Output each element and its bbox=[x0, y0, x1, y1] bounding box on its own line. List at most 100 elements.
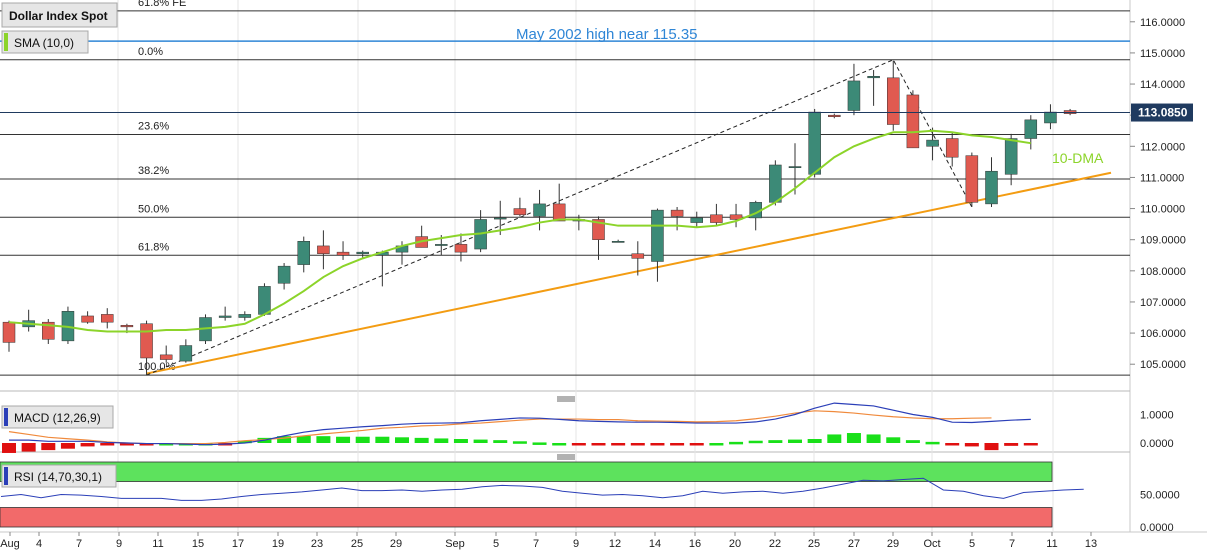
macd-hist-bar-41 bbox=[807, 439, 822, 443]
price-tick-8: 108.0000 bbox=[1140, 266, 1186, 278]
macd-hist-bar-51 bbox=[1004, 443, 1019, 446]
candle-body-34 bbox=[670, 209, 684, 217]
macd-hist-bar-22 bbox=[434, 438, 449, 443]
fib-label-0: 61.8% FE bbox=[138, 0, 186, 9]
time-tick-9: 25 bbox=[351, 538, 363, 550]
candle-body-51 bbox=[1004, 138, 1018, 175]
candle-body-39 bbox=[769, 164, 782, 203]
time-tick-25: 7 bbox=[1009, 538, 1015, 550]
price-tick-11: 105.0000 bbox=[1140, 359, 1186, 371]
rsi-badge[interactable]: RSI (14,70,30,1) bbox=[1, 464, 117, 488]
macd-hist-bar-38 bbox=[748, 440, 763, 444]
candle-body-12 bbox=[238, 314, 252, 318]
current-price-label: 113.0850 bbox=[1138, 106, 1188, 120]
candle-body-31 bbox=[611, 241, 625, 243]
macd-hist-bar-45 bbox=[886, 437, 901, 443]
macd-color-swatch bbox=[4, 408, 8, 426]
time-tick-26: 11 bbox=[1046, 538, 1057, 550]
price-tick-6: 110.0000 bbox=[1140, 204, 1185, 216]
fib-label-5: 61.8% bbox=[138, 241, 169, 253]
time-tick-0: Aug bbox=[0, 538, 20, 550]
price-tick-5: 111.0000 bbox=[1140, 172, 1184, 184]
macd-hist-bar-6 bbox=[119, 443, 134, 446]
time-tick-11: Sep bbox=[445, 538, 465, 550]
time-tick-14: 9 bbox=[573, 538, 579, 550]
macd-hist-bar-7 bbox=[139, 443, 154, 446]
price-tick-0: 116.0000 bbox=[1140, 17, 1185, 29]
vertical-gridlines bbox=[117, 0, 1054, 532]
time-tick-3: 9 bbox=[116, 538, 122, 550]
sma-badge[interactable]: SMA (10,0) bbox=[1, 30, 89, 54]
price-tick-7: 109.0000 bbox=[1140, 235, 1186, 247]
macd-hist-bar-27 bbox=[532, 442, 547, 445]
candle-body-4 bbox=[81, 315, 94, 323]
sma-label: SMA (10,0) bbox=[14, 36, 74, 50]
candle-body-40 bbox=[788, 166, 802, 168]
dma-label: 10-DMA bbox=[1052, 150, 1104, 166]
macd-hist-bar-23 bbox=[453, 439, 468, 443]
candle-body-27 bbox=[533, 203, 546, 217]
candle-body-36 bbox=[710, 214, 723, 223]
macd-hist-bar-2 bbox=[41, 443, 56, 451]
candle-body-42 bbox=[828, 114, 841, 117]
time-tick-19: 22 bbox=[769, 538, 781, 550]
macd-hist-bar-43 bbox=[846, 433, 861, 443]
candle-body-25 bbox=[494, 217, 507, 220]
macd-hist-bar-29 bbox=[571, 443, 586, 446]
macd-hist-bar-40 bbox=[788, 439, 802, 443]
time-tick-7: 19 bbox=[272, 538, 284, 550]
fib-label-1: 0.0% bbox=[138, 46, 163, 58]
candle-body-48 bbox=[945, 138, 959, 158]
fib-label-4: 50.0% bbox=[138, 203, 169, 215]
macd-hist-bar-24 bbox=[473, 439, 488, 443]
candle-body-45 bbox=[887, 77, 900, 125]
macd-hist-bar-46 bbox=[905, 440, 920, 443]
candle-body-32 bbox=[631, 253, 645, 259]
macd-hist-bar-3 bbox=[60, 443, 75, 449]
separator-grip-1[interactable] bbox=[557, 396, 575, 402]
macd-hist-bar-48 bbox=[945, 443, 960, 446]
current-price-box bbox=[1131, 103, 1193, 122]
candle-body-18 bbox=[356, 251, 369, 254]
separator-grip-2[interactable] bbox=[557, 454, 575, 460]
time-tick-8: 23 bbox=[311, 538, 323, 550]
candle-body-26 bbox=[513, 208, 527, 216]
macd-badge[interactable]: MACD (12,26,9) bbox=[1, 405, 114, 429]
macd-hist-bar-47 bbox=[925, 441, 940, 445]
time-tick-10: 29 bbox=[390, 538, 402, 550]
macd-hist-bar-12 bbox=[237, 440, 252, 444]
time-tick-18: 20 bbox=[729, 538, 741, 550]
macd-hist-bar-31 bbox=[611, 443, 626, 446]
rsi-color-swatch bbox=[4, 467, 8, 485]
time-tick-5: 15 bbox=[192, 538, 204, 550]
sma-color-swatch bbox=[4, 33, 8, 51]
candle-body-17 bbox=[336, 251, 350, 256]
time-tick-12: 5 bbox=[493, 538, 499, 550]
macd-line bbox=[9, 402, 1031, 446]
candle-body-50 bbox=[985, 170, 998, 205]
sma-10-line bbox=[8, 129, 1031, 333]
candle-body-35 bbox=[690, 217, 703, 223]
candle-body-46 bbox=[906, 94, 920, 149]
title-badge[interactable]: Dollar Index Spot bbox=[1, 2, 118, 28]
macd-hist-bar-36 bbox=[709, 443, 724, 446]
macd-hist-bar-39 bbox=[768, 440, 783, 443]
candle-body-53 bbox=[1044, 111, 1057, 124]
time-tick-21: 27 bbox=[848, 538, 860, 550]
candle-body-11 bbox=[218, 315, 232, 318]
fib-label-2: 23.6% bbox=[138, 120, 169, 132]
candle-body-9 bbox=[179, 345, 193, 362]
candle-body-43 bbox=[847, 80, 861, 111]
candle-body-6 bbox=[120, 325, 134, 328]
macd-hist-bar-42 bbox=[827, 434, 842, 443]
time-tick-24: 5 bbox=[969, 538, 975, 550]
macd-hist-bar-0 bbox=[2, 443, 16, 453]
price-tick-2: 114.0000 bbox=[1140, 79, 1185, 91]
macd-hist-bar-18 bbox=[355, 436, 370, 443]
rsi-line bbox=[0, 477, 1084, 501]
macd-panel: 1.0000 0.0000 bbox=[2, 402, 1174, 453]
price-tick-10: 106.0000 bbox=[1140, 328, 1186, 340]
macd-signal-line bbox=[8, 410, 992, 445]
candle-body-5 bbox=[101, 314, 114, 323]
macd-hist-bar-52 bbox=[1023, 443, 1038, 446]
